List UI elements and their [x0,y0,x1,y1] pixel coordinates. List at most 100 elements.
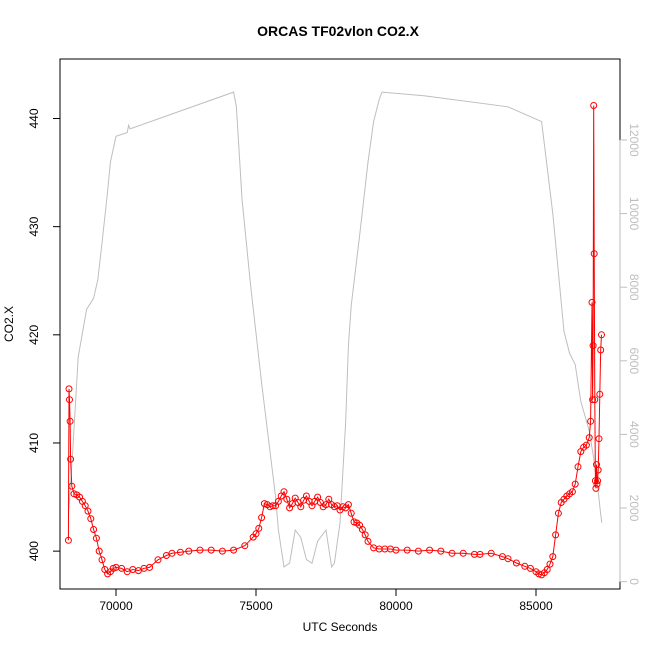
co2-point [459,549,467,557]
co2-point [283,495,291,503]
altitude-line [67,91,603,569]
co2-point [361,531,369,539]
co2-point [487,549,495,557]
altitude-series [67,91,603,569]
co2-point [87,515,95,523]
y2-tick-label: 6000 [627,347,641,374]
co2-point [590,102,598,109]
co2-point [589,396,597,404]
co2-point [64,536,72,544]
co2-series [64,102,605,579]
co2-point [512,559,520,567]
co2-point [67,455,75,463]
co2-point [118,564,126,572]
co2-point [280,488,288,496]
co2-point [255,524,263,532]
co2-point [344,501,352,509]
co2-point [571,480,579,488]
co2-point [168,549,176,557]
co2-point [596,390,604,398]
co2-point [552,531,560,539]
y-tick-label: 420 [27,324,41,344]
co2-point [81,502,89,510]
co2-point [392,546,400,554]
co2-point [347,509,355,517]
co2-point [526,564,534,572]
co2-point [241,542,249,550]
co2-point [207,546,215,554]
co2-point [574,463,582,471]
co2-point [476,550,484,558]
co2-point [66,417,74,425]
co2-point [98,556,106,564]
co2-point [593,480,601,488]
co2-point [358,526,366,533]
co2-point [597,346,605,354]
co2-point [325,495,333,503]
y-axis: 400 410 420 430 440 [27,108,61,561]
co2-point [297,503,305,511]
x-tick-label: 80000 [379,599,413,613]
y2-tick-label: 0 [627,578,641,585]
co2-point [589,342,597,350]
co2-point [437,547,445,555]
x-tick-label: 75000 [239,599,273,613]
co2-point [594,466,602,474]
co2-point [582,441,590,449]
co2-point [591,477,599,485]
co2-point [504,555,512,563]
co2-point [543,566,551,573]
co2-point [591,396,599,404]
co2-point [176,548,184,556]
co2-point [252,530,260,538]
co2-point [258,514,266,522]
co2-point [196,546,204,554]
y-tick-label: 430 [27,216,41,236]
co2-point [274,497,282,505]
co2-point [92,534,100,542]
co2-point [585,434,593,442]
co2-point [302,492,310,500]
co2-point [426,546,434,554]
co2-point [590,250,598,258]
x-axis: 70000 75000 80000 85000 [99,588,553,613]
co2-point [269,502,277,510]
co2-point [95,547,103,555]
x-axis-label: UTC Seconds [303,620,378,634]
co2-point [403,546,411,554]
co2-point [218,547,226,555]
y2-tick-label: 12000 [627,123,641,157]
chart-title: ORCAS TF02vlon CO2.X [257,23,419,39]
co2-point [568,488,576,496]
co2-point [549,553,557,561]
co2-point [146,563,154,571]
co2-point [185,547,193,555]
y-axis-label: CO2.X [2,306,16,342]
co2-point [546,560,554,568]
co2-point [592,484,600,492]
y-tick-label: 400 [27,541,41,561]
y2-tick-label: 2000 [627,495,641,522]
x-tick-label: 85000 [519,599,553,613]
co2-point [84,507,92,515]
co2-point [595,435,603,443]
y2-axis: 0 2000 4000 6000 8000 10000 12000 [619,123,641,585]
co2-point [154,556,162,564]
co2-point [598,331,605,339]
x-tick-label: 70000 [99,599,133,613]
y2-tick-label: 10000 [627,197,641,231]
y-tick-label: 440 [27,108,41,128]
co2-point [414,547,422,555]
co2-point [66,396,73,404]
co2-point [314,493,322,501]
co2-point [587,417,595,425]
co2-point [554,509,562,517]
y2-tick-label: 8000 [627,274,641,301]
co2-point [364,537,372,545]
co2-point [448,549,456,557]
y2-tick-label: 4000 [627,421,641,448]
co2-point [65,385,73,393]
co2-point [594,477,602,485]
co2-point [588,298,596,306]
